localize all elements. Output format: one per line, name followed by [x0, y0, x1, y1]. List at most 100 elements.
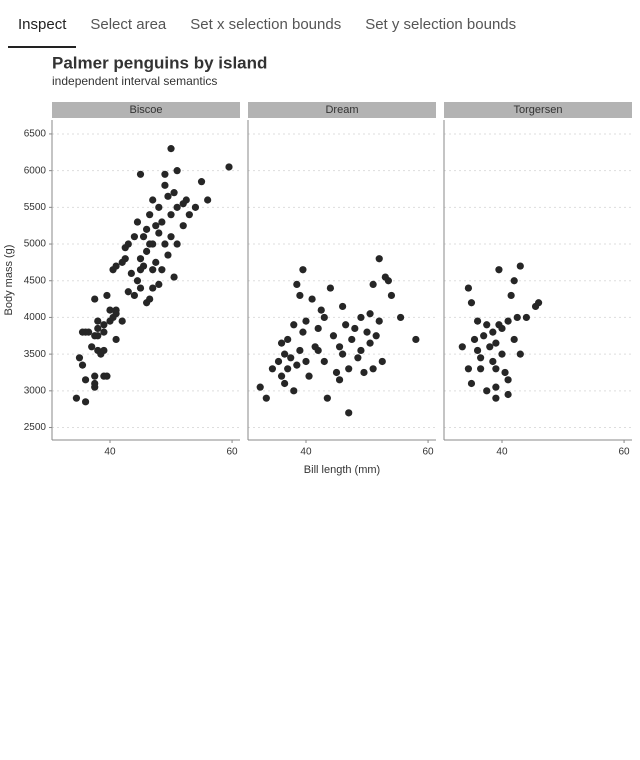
point — [164, 192, 172, 200]
point — [112, 306, 120, 314]
point — [277, 339, 286, 347]
point — [510, 335, 518, 344]
tab[interactable]: Set y selection bounds — [365, 16, 517, 33]
point — [332, 368, 341, 377]
point — [387, 291, 396, 300]
point — [483, 321, 491, 329]
y-tick-label: 3000 — [24, 385, 47, 396]
tab-bar: Inspect Select area Set x selection bounds… — [8, 0, 530, 48]
point — [412, 335, 420, 344]
point — [498, 324, 506, 333]
point — [357, 346, 365, 355]
point — [366, 310, 374, 318]
point — [91, 372, 99, 380]
point — [345, 365, 353, 373]
y-tick-label: 5500 — [24, 202, 47, 213]
point — [284, 365, 292, 373]
point — [522, 313, 531, 322]
point — [535, 299, 543, 307]
point — [130, 291, 139, 300]
point — [124, 288, 132, 296]
point — [467, 299, 476, 307]
point — [302, 317, 310, 325]
point — [473, 346, 482, 355]
point — [375, 255, 383, 263]
point — [127, 269, 135, 277]
point — [504, 317, 512, 325]
point — [492, 365, 500, 373]
point — [486, 343, 494, 351]
point — [489, 357, 497, 366]
point — [348, 335, 356, 344]
point — [173, 203, 181, 211]
point — [161, 170, 169, 178]
point — [94, 324, 102, 333]
point — [375, 317, 383, 325]
x-axis-label: Bill length (mm) — [304, 464, 380, 476]
point — [130, 233, 139, 241]
point — [396, 313, 405, 322]
point — [464, 365, 473, 373]
y-tick-label: 4500 — [24, 275, 47, 286]
point — [290, 387, 298, 395]
point — [88, 343, 96, 351]
point — [464, 284, 473, 292]
point — [170, 273, 178, 281]
point — [124, 240, 132, 248]
point — [516, 350, 524, 358]
facet-title: Biscoe — [129, 104, 162, 116]
point — [170, 189, 178, 197]
x-tick-label: 40 — [300, 447, 312, 458]
point — [277, 372, 286, 380]
facet-title: Torgersen — [514, 104, 563, 116]
point — [161, 240, 169, 248]
point — [513, 313, 521, 322]
point — [369, 365, 377, 373]
point — [357, 313, 365, 322]
point — [470, 335, 479, 344]
point — [91, 383, 99, 391]
point — [354, 354, 362, 362]
point — [335, 343, 344, 351]
x-tick-label: 60 — [619, 447, 631, 458]
point — [366, 339, 374, 347]
point — [139, 233, 148, 241]
point — [504, 390, 512, 399]
point — [363, 328, 371, 336]
point — [473, 317, 482, 325]
point — [149, 284, 157, 292]
point — [268, 365, 277, 373]
tab[interactable]: Set x selection bounds — [190, 16, 342, 33]
point — [507, 291, 515, 300]
point — [191, 203, 200, 211]
point — [149, 196, 157, 204]
x-tick-label: 40 — [496, 447, 508, 458]
point — [94, 332, 102, 340]
point — [85, 328, 93, 336]
point — [81, 376, 90, 384]
point — [480, 332, 488, 340]
tab[interactable]: Inspect — [8, 0, 77, 48]
point — [516, 262, 524, 270]
point — [378, 357, 386, 366]
point — [121, 255, 129, 263]
point — [149, 266, 157, 274]
point — [296, 291, 304, 300]
point — [498, 350, 506, 358]
tab[interactable]: Select area — [90, 16, 167, 33]
point — [146, 240, 154, 248]
point — [262, 394, 270, 402]
y-axis-label: Body mass (g) — [3, 245, 15, 316]
x-tick-label: 40 — [104, 447, 116, 458]
point — [81, 398, 90, 406]
point — [495, 266, 503, 274]
point — [72, 394, 81, 402]
facet-title: Dream — [325, 104, 358, 116]
point — [152, 258, 160, 266]
point — [274, 357, 283, 366]
point — [477, 365, 485, 373]
point — [320, 313, 328, 322]
point — [155, 229, 163, 237]
point — [290, 321, 298, 329]
